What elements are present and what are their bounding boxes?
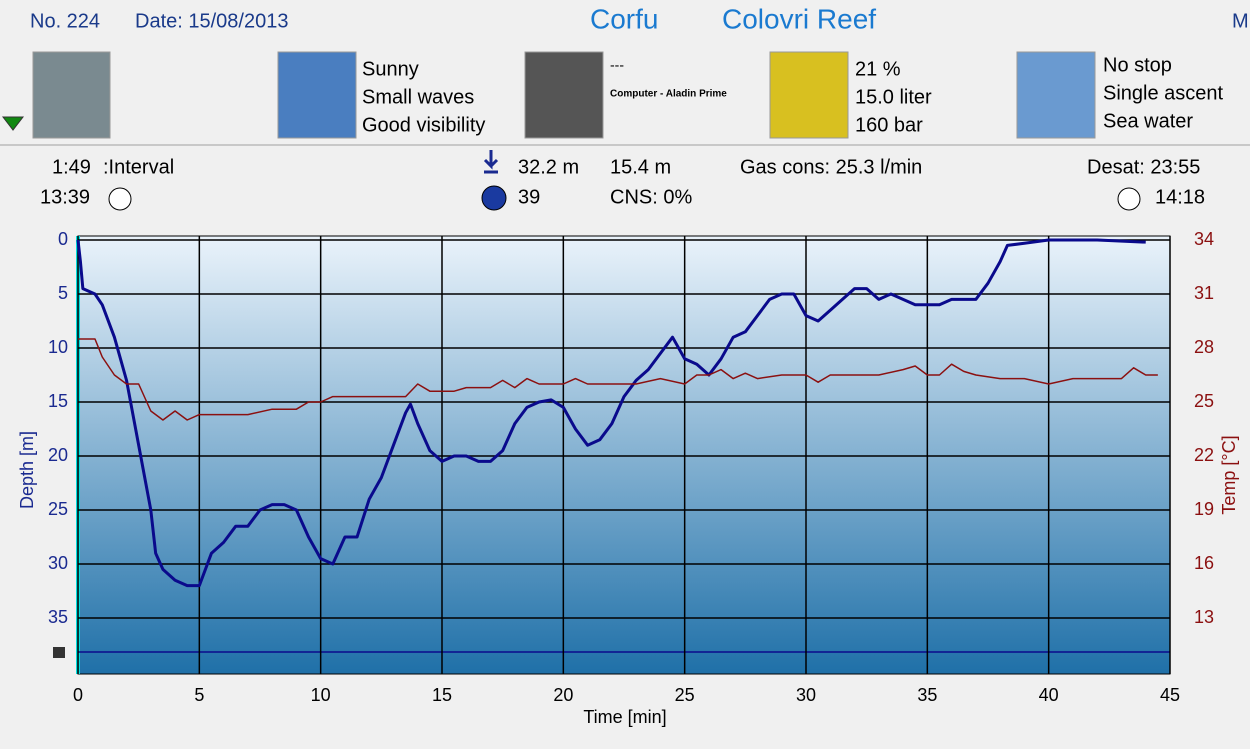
computer-clip: Computer - Aladin Prime <box>610 89 727 100</box>
duration: 39 <box>518 186 540 208</box>
y-tick-label: 25 <box>48 499 68 519</box>
computer: Computer - Aladin Prime <box>610 89 727 100</box>
y-tick-label: 10 <box>48 337 68 357</box>
x-tick-label: 25 <box>675 685 695 705</box>
max-depth: 32.2 m <box>518 156 579 178</box>
clock-icon <box>108 187 132 211</box>
weather: Small waves <box>362 86 474 108</box>
dive-info: Single ascent <box>1103 82 1224 104</box>
weather-icon <box>277 51 357 139</box>
interval: 1:49 <box>52 156 91 178</box>
gas: 15.0 liter <box>855 86 932 108</box>
weather: Good visibility <box>362 114 485 136</box>
x-tick-label: 5 <box>194 685 204 705</box>
y-tick-label: 0 <box>58 229 68 249</box>
trash-icon[interactable] <box>53 647 65 658</box>
x-tick-label: 30 <box>796 685 816 705</box>
duration-icon <box>481 185 507 211</box>
location: Corfu <box>590 3 658 34</box>
dive-date: Date: 15/08/2013 <box>135 10 288 32</box>
clock-icon <box>1117 187 1141 211</box>
y2-tick-label: 31 <box>1194 283 1214 303</box>
y-tick-label: 35 <box>48 607 68 627</box>
y2-tick-label: 28 <box>1194 337 1214 357</box>
y2-tick-label: 13 <box>1194 607 1214 627</box>
x-axis-label: Time [min] <box>583 707 666 727</box>
y-tick-label: 20 <box>48 445 68 465</box>
y-tick-label: 15 <box>48 391 68 411</box>
computer: --- <box>610 57 624 73</box>
buddy-icon <box>32 51 111 139</box>
tank-icon <box>769 51 849 139</box>
gas: 21 % <box>855 58 901 80</box>
dropdown[interactable] <box>1 116 25 131</box>
start-time: 13:39 <box>40 186 90 208</box>
weather: Sunny <box>362 58 419 80</box>
x-tick-label: 35 <box>917 685 937 705</box>
y-axis-label: Depth [m] <box>17 431 37 509</box>
computer-icon <box>524 51 604 139</box>
x-tick-label: 10 <box>311 685 331 705</box>
series-line <box>76 238 1146 588</box>
gas-cons: Gas cons: 25.3 l/min <box>740 156 922 178</box>
y2-tick-label: 22 <box>1194 445 1214 465</box>
plot-area <box>77 235 1171 675</box>
depth-icon <box>483 150 499 174</box>
site: Colovri Reef <box>722 3 876 34</box>
x-tick-label: 0 <box>73 685 83 705</box>
gas: 160 bar <box>855 114 923 136</box>
y2-tick-label: 16 <box>1194 553 1214 573</box>
y2-tick-label: 19 <box>1194 499 1214 519</box>
interval-label: :Interval <box>103 156 174 178</box>
cns: CNS: 0% <box>610 186 692 208</box>
dive-number: No. 224 <box>30 10 100 32</box>
y-tick-label: 5 <box>58 283 68 303</box>
cut-text: M <box>1232 10 1249 32</box>
y2-axis-label: Temp [°C] <box>1219 435 1239 514</box>
y2-tick-label: 25 <box>1194 391 1214 411</box>
dive-info: Sea water <box>1103 110 1193 132</box>
series-line <box>78 338 1158 421</box>
y-tick-label: 30 <box>48 553 68 573</box>
end-time: 14:18 <box>1155 186 1205 208</box>
x-tick-label: 20 <box>553 685 573 705</box>
y2-tick-label: 34 <box>1194 229 1214 249</box>
avg-depth: 15.4 m <box>610 156 671 178</box>
dive-info: No stop <box>1103 54 1172 76</box>
dive-icon <box>1016 51 1096 139</box>
x-tick-label: 45 <box>1160 685 1180 705</box>
x-tick-label: 15 <box>432 685 452 705</box>
chart: 0 5 10 15 20 25 30 35 40 45 0 5 10 15 20 25 30 35 13 16 19 22… <box>17 229 1239 727</box>
desat: Desat: 23:55 <box>1087 156 1200 178</box>
x-tick-label: 40 <box>1039 685 1059 705</box>
